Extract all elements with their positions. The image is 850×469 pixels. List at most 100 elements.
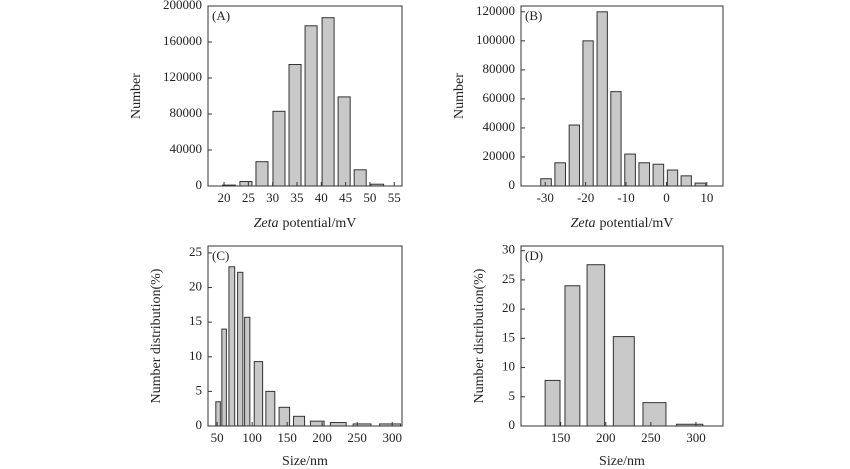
x-axis-title-text: Size/nm <box>599 454 645 469</box>
bar <box>353 169 367 187</box>
bar <box>624 153 636 187</box>
y-tick-label: 0 <box>509 177 516 192</box>
y-tick-label: 20000 <box>483 148 516 163</box>
y-tick-label: 5 <box>196 382 203 397</box>
y-tick-label: 200000 <box>163 0 202 12</box>
plot-frame <box>207 245 403 427</box>
bar <box>666 169 679 187</box>
y-tick-label: 40000 <box>483 119 516 134</box>
x-tick-label: 150 <box>277 430 297 445</box>
y-tick-label: 15 <box>189 313 202 328</box>
bar <box>253 361 264 427</box>
y-tick-label: 25 <box>502 271 515 286</box>
y-tick-label: 120000 <box>163 69 202 84</box>
x-tick-label: 100 <box>242 430 262 445</box>
panel: 0 5 10 15 20 25 50 100 150 200 250 300 (C) Number dis… <box>149 244 403 469</box>
x-tick-label: 200 <box>596 430 616 445</box>
x-axis-title-text: potential/mV <box>600 216 674 231</box>
y-tick-label: 15 <box>502 329 515 344</box>
x-tick-label: -20 <box>577 190 594 205</box>
bar <box>321 17 335 187</box>
y-tick-label: 0 <box>196 417 203 432</box>
bar <box>239 181 253 187</box>
y-tick-label: 10 <box>502 359 515 374</box>
bar <box>680 175 692 187</box>
bar <box>544 379 561 427</box>
x-tick-label: -30 <box>537 190 554 205</box>
x-tick-label: 55 <box>388 190 401 205</box>
y-tick-label: 40000 <box>170 141 203 156</box>
bar <box>237 271 244 427</box>
bar <box>564 285 581 427</box>
x-axis-title: Zeta potential/mV <box>254 216 357 231</box>
x-tick-label: 10 <box>700 190 713 205</box>
panel-label: (B) <box>525 8 542 23</box>
bar <box>642 402 667 427</box>
x-tick-label: 50 <box>211 430 224 445</box>
bar <box>215 401 221 427</box>
panel-label: (D) <box>525 248 543 263</box>
panel: 0 20000 40000 60000 80000 100000 120000 -30 -20 -… <box>452 3 724 231</box>
panel: 0 40000 80000 120000 160000 200000 20 25 30 35 40 4… <box>129 0 403 231</box>
x-tick-label: 30 <box>266 190 279 205</box>
panel-label: (C) <box>212 248 229 263</box>
x-tick-label: 300 <box>686 430 706 445</box>
y-axis-title: Number <box>452 73 467 119</box>
y-axis-title: Number <box>129 73 144 119</box>
y-tick-label: 5 <box>509 388 516 403</box>
y-tick-label: 60000 <box>483 90 516 105</box>
panel: 0 5 10 15 20 25 30 150 200 250 300 (D) Number distri… <box>472 242 724 469</box>
bar <box>228 266 236 427</box>
y-tick-label: 120000 <box>476 3 515 18</box>
x-tick-label: 150 <box>551 430 571 445</box>
y-tick-label: 30 <box>502 242 515 257</box>
x-tick-label: 35 <box>290 190 303 205</box>
x-tick-label: 20 <box>218 190 231 205</box>
bar <box>652 163 665 187</box>
x-tick-label: 200 <box>312 430 332 445</box>
plot-frame <box>207 5 403 187</box>
bar <box>221 328 227 427</box>
x-tick-label: 300 <box>382 430 402 445</box>
bar <box>288 64 302 187</box>
x-tick-label: 50 <box>363 190 376 205</box>
plot-frame <box>520 5 724 187</box>
x-axis-title-italic: Zeta <box>571 216 596 231</box>
y-tick-label: 0 <box>196 177 203 192</box>
bar <box>596 11 608 187</box>
x-axis-title: Zeta potential/mV <box>571 216 674 231</box>
bar <box>582 40 594 187</box>
bar <box>612 336 635 427</box>
x-tick-label: 250 <box>641 430 661 445</box>
x-axis-title-italic: Zeta <box>254 216 279 231</box>
bar <box>568 124 580 187</box>
y-tick-label: 80000 <box>483 61 516 76</box>
bar <box>337 96 351 187</box>
x-axis-title-text: Size/nm <box>282 454 328 469</box>
bar <box>329 422 347 427</box>
x-tick-label: 250 <box>347 430 367 445</box>
x-tick-label: -10 <box>617 190 634 205</box>
y-tick-label: 80000 <box>170 105 203 120</box>
y-tick-label: 100000 <box>476 32 515 47</box>
plot-frame <box>520 245 724 427</box>
bar <box>244 316 251 427</box>
bar <box>610 91 622 187</box>
y-axis-title: Number distribution(%) <box>149 268 164 403</box>
y-tick-label: 25 <box>189 244 202 259</box>
x-tick-label: 0 <box>663 190 670 205</box>
x-axis-title: Size/nm <box>599 454 645 469</box>
panel-label: (A) <box>212 8 230 23</box>
y-axis-title: Number distribution(%) <box>472 268 487 403</box>
bar <box>586 264 606 427</box>
bar <box>638 162 651 187</box>
bar <box>272 110 286 187</box>
y-tick-label: 20 <box>189 279 202 294</box>
bar <box>540 178 552 187</box>
bar <box>554 162 566 187</box>
bar <box>293 415 306 427</box>
x-tick-label: 45 <box>339 190 352 205</box>
y-tick-label: 10 <box>189 348 202 363</box>
y-tick-label: 0 <box>509 417 516 432</box>
